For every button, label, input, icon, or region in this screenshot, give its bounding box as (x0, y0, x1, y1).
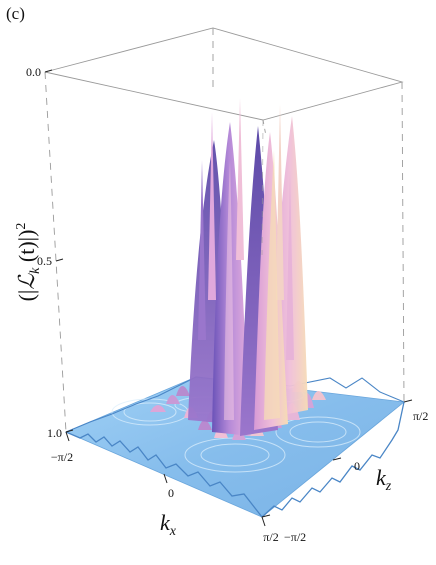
panel-label: (c) (6, 4, 25, 23)
peak-spike (208, 112, 216, 300)
bump (198, 420, 212, 430)
bump (176, 386, 190, 396)
bump (166, 395, 180, 404)
x-tick-label: π/2 (263, 530, 278, 544)
x-tick-mark (261, 516, 266, 527)
y-axis-ticks: −π/2 0 π/2 (284, 409, 428, 544)
peak-highlight (224, 160, 234, 420)
z-tick-label: 1.0 (47, 426, 62, 440)
box-left-vertical (44, 71, 67, 433)
z-axis-title: (|ℒk (t)|)2 (14, 223, 43, 302)
front-edge-right (261, 401, 405, 518)
front-box-edges (261, 119, 264, 256)
tick-marks (44, 69, 413, 527)
x-axis-title: kx (160, 510, 177, 539)
peak-spike (236, 98, 244, 260)
bounding-box (44, 27, 405, 433)
z-tick-label: 0.0 (26, 65, 41, 79)
y-tick-label: −π/2 (284, 530, 306, 544)
z-axis-ticks: 0.0 0.5 1.0 (26, 65, 62, 440)
z-tick-label: 0.5 (37, 254, 52, 268)
box-top-face (44, 27, 404, 121)
x-axis-ticks: −π/2 0 π/2 (51, 450, 279, 544)
y-tick-mark (403, 399, 413, 403)
bump (312, 391, 326, 400)
z-tick-mark (65, 429, 74, 433)
peak-spike (286, 170, 294, 360)
x-tick-mark (65, 431, 70, 442)
y-axis-title: kz (376, 465, 392, 494)
y-tick-mark (332, 457, 342, 461)
bump (150, 405, 166, 412)
peak-highlight (264, 150, 280, 420)
peak-spike (276, 104, 284, 300)
y-tick-label: 0 (354, 459, 360, 473)
front-edge-left (65, 431, 263, 518)
x-tick-mark (163, 473, 168, 484)
x-tick-label: −π/2 (51, 450, 73, 464)
x-tick-label: 0 (168, 486, 174, 500)
box-front-vertical (262, 119, 267, 137)
box-front-right-vertical (261, 119, 264, 256)
box-right-vertical (401, 81, 405, 403)
peak-spike (198, 160, 206, 340)
z-tick-mark (55, 258, 64, 262)
surface-peaks (188, 98, 308, 436)
y-tick-mark (261, 514, 271, 518)
y-tick-label: π/2 (413, 409, 428, 423)
z-tick-mark (44, 69, 53, 73)
